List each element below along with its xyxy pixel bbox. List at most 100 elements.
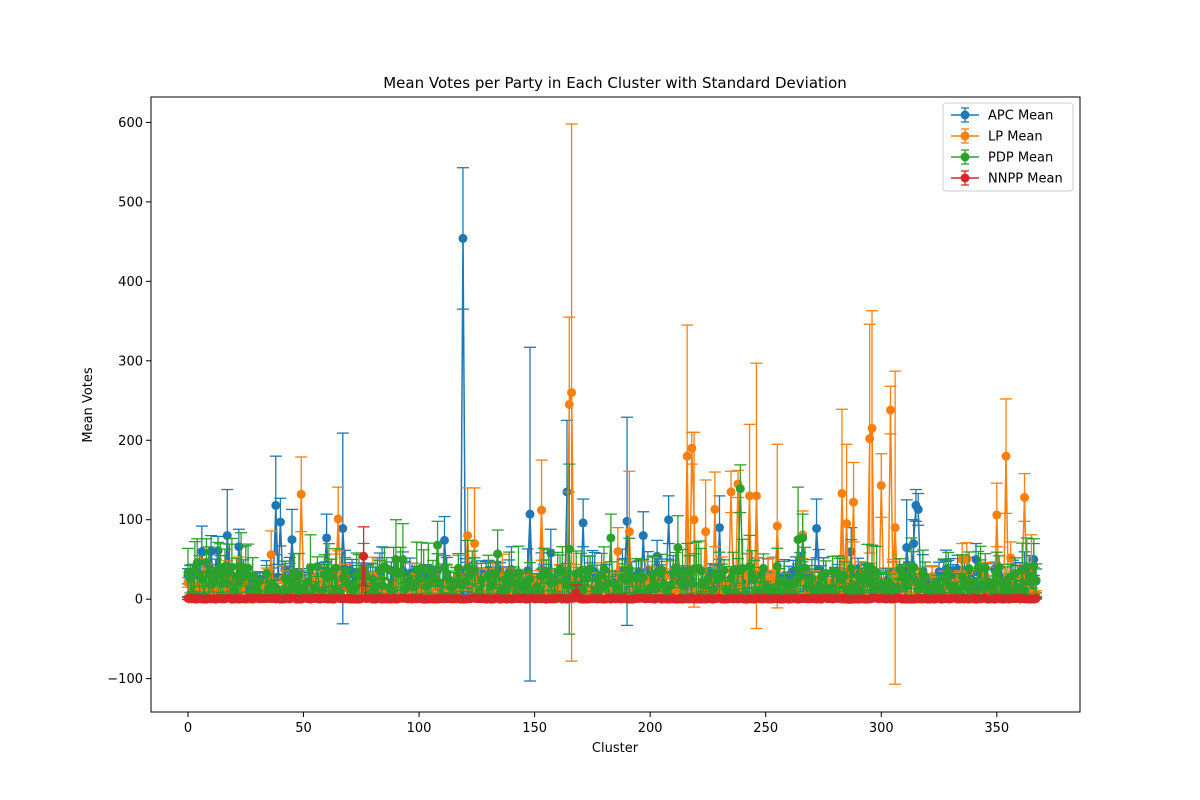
data-point [243, 563, 253, 573]
data-point [294, 570, 304, 580]
data-point [266, 550, 276, 560]
data-point [647, 569, 657, 579]
data-point [185, 574, 195, 584]
data-point [493, 549, 503, 559]
data-point [382, 563, 392, 573]
data-point [1020, 586, 1030, 596]
data-point [599, 564, 609, 574]
data-point [978, 584, 988, 594]
data-point [892, 583, 902, 593]
data-point [962, 554, 972, 564]
data-point [659, 579, 669, 589]
data-point [310, 583, 320, 593]
data-point [821, 568, 831, 578]
data-point [738, 563, 748, 573]
data-point [550, 576, 560, 586]
data-point [197, 546, 207, 556]
data-point [201, 558, 211, 568]
data-point [398, 554, 408, 564]
data-point [564, 400, 574, 409]
data-point [594, 583, 604, 593]
data-point [624, 527, 634, 537]
data-point [1020, 492, 1030, 502]
data-point [902, 581, 912, 591]
data-point [483, 570, 493, 580]
data-point [812, 523, 822, 533]
data-point [287, 535, 297, 545]
chart-marks [181, 123, 1043, 685]
data-point [502, 584, 512, 594]
data-point [578, 586, 588, 596]
data-point [567, 388, 577, 398]
data-point [703, 574, 713, 584]
data-point [920, 571, 930, 581]
data-point [303, 576, 313, 586]
data-point [557, 566, 567, 576]
data-point [439, 562, 449, 572]
data-point [726, 573, 736, 583]
data-point [400, 584, 410, 594]
data-point [624, 564, 634, 574]
data-point [504, 569, 514, 579]
data-point [860, 570, 870, 580]
data-point [204, 568, 214, 578]
data-point [701, 527, 711, 537]
data-point [666, 580, 676, 590]
data-point [1001, 451, 1011, 461]
data-point [916, 580, 926, 590]
data-point [726, 487, 736, 497]
data-point [476, 575, 486, 585]
data-point [470, 566, 480, 576]
data-point [585, 564, 595, 574]
data-point [886, 405, 896, 415]
data-point [680, 579, 690, 589]
data-point [758, 563, 768, 573]
data-point [578, 518, 588, 528]
data-point [909, 539, 919, 549]
data-point [490, 570, 500, 580]
data-point [812, 587, 822, 597]
data-point [414, 574, 424, 584]
data-point [331, 563, 341, 573]
data-point [638, 531, 648, 541]
data-point [865, 434, 875, 444]
data-point [463, 531, 473, 541]
data-point [876, 481, 886, 491]
series-apc-mean [181, 167, 1043, 682]
data-point [671, 563, 681, 573]
data-point [745, 491, 755, 501]
data-point [664, 515, 674, 525]
data-point [682, 451, 692, 461]
data-point [770, 585, 780, 595]
data-point [992, 510, 1002, 520]
data-point [1022, 562, 1032, 572]
data-point [696, 566, 706, 576]
data-point [305, 562, 315, 572]
data-point [673, 543, 683, 553]
data-point [872, 567, 882, 577]
data-point [458, 233, 468, 243]
data-point [470, 539, 480, 549]
data-point [564, 544, 574, 554]
data-point [340, 566, 350, 576]
data-point [322, 533, 332, 543]
data-point [687, 579, 697, 589]
data-point [338, 523, 348, 533]
data-point [772, 521, 782, 531]
data-point [333, 514, 343, 524]
data-point [1010, 569, 1020, 579]
data-point [802, 582, 812, 592]
data-point [638, 573, 648, 583]
data-point [576, 566, 586, 576]
data-point [488, 578, 498, 588]
data-point [317, 587, 327, 597]
data-point [837, 488, 847, 498]
data-point [255, 576, 265, 586]
data-point [735, 484, 745, 494]
data-point [370, 581, 380, 591]
data-point [222, 579, 232, 589]
data-point [537, 505, 547, 515]
data-point [890, 523, 900, 533]
data-point [980, 563, 990, 573]
data-point [562, 580, 572, 590]
